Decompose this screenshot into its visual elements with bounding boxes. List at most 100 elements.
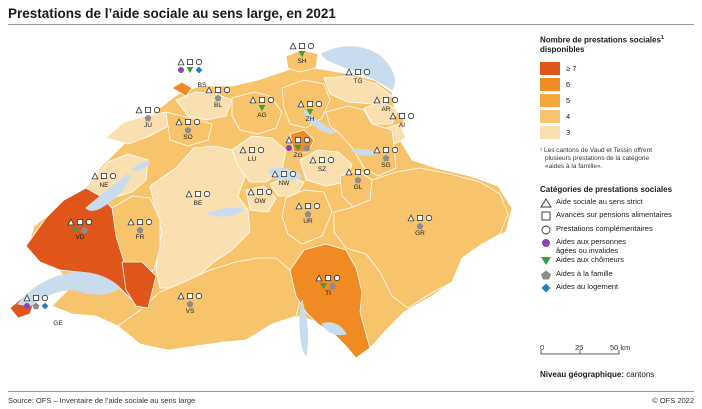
triangle-outline-icon	[91, 172, 99, 180]
count-swatches: ≥ 7 6 5 4 3	[540, 61, 698, 141]
canton-symbol-gr: GR	[407, 214, 433, 237]
grey-pentagon-icon	[541, 270, 551, 280]
source-note: Source: OFS – Inventaire de l’aide socia…	[8, 396, 196, 405]
canton-label-be: BE	[194, 200, 203, 207]
circle-outline-icon	[195, 292, 203, 300]
triangle-outline-icon	[289, 42, 297, 50]
canton-label-vs: VS	[186, 308, 195, 315]
canton-symbol-zh: ZH	[297, 100, 323, 123]
square-outline-icon	[416, 214, 423, 221]
circle-outline-icon	[193, 118, 201, 126]
circle-outline-icon	[327, 156, 335, 164]
square-outline-icon	[318, 156, 325, 163]
circle-outline-icon	[333, 274, 341, 282]
triangle-outline-icon	[271, 170, 279, 178]
square-outline-icon	[382, 146, 389, 153]
canton-label-zg: ZG	[293, 152, 302, 159]
cat-famille: Aides à la famille	[540, 269, 698, 283]
cat-aide-sociale: Aide sociale au sens strict	[540, 197, 698, 211]
canton-symbols: SH BS TG BL AG ZH JU AR AI SO ZG SG LU SZ NE GL NW OW BE UR…	[23, 42, 433, 327]
lake-maggiore	[299, 299, 309, 358]
categories-list: Aide sociale au sens strict Avances sur …	[540, 197, 698, 296]
purple-circle-icon	[178, 67, 184, 73]
square-outline-icon	[214, 87, 221, 94]
triangle-outline-icon	[175, 118, 183, 126]
square-outline-icon	[144, 107, 151, 114]
legend: Nombre de prestations sociales1 disponib…	[540, 34, 698, 296]
square-outline-icon	[33, 294, 40, 301]
triangle-outline-icon	[315, 274, 323, 282]
green-triangle-icon	[541, 257, 551, 266]
scale-tick-0: 0	[540, 343, 544, 352]
lakes	[17, 46, 395, 358]
canton-symbol-bs: BS	[177, 58, 207, 89]
circle-outline-icon	[145, 218, 153, 226]
swatch-row-6: 6	[540, 77, 698, 93]
grey-pentagon-icon	[304, 210, 312, 218]
grey-pentagon-icon	[144, 114, 152, 122]
grey-pentagon-icon	[303, 144, 311, 152]
count-legend-title: Nombre de prestations sociales1 disponib…	[540, 35, 664, 55]
square-outline-icon	[184, 119, 191, 126]
triangle-outline-icon	[389, 112, 397, 120]
grey-pentagon-icon	[416, 222, 424, 230]
circle-outline-icon	[265, 188, 273, 196]
green-triangle-icon	[298, 51, 306, 58]
canton-label-gr: GR	[415, 230, 425, 237]
grey-pentagon-icon	[354, 176, 362, 184]
canton-sh	[285, 49, 319, 73]
grey-pentagon-icon	[32, 302, 40, 310]
canton-label-ne: NE	[99, 182, 109, 189]
canton-gr	[333, 167, 509, 309]
lake-thun	[206, 207, 246, 217]
bottom-rule	[8, 391, 694, 392]
triangle-outline-icon	[67, 218, 75, 226]
circle-outline-icon	[195, 58, 203, 66]
canton-label-nw: NW	[279, 180, 291, 187]
circle-outline-icon	[425, 214, 433, 222]
blue-diamond-icon	[41, 302, 49, 310]
canton-symbol-gl: GL	[345, 168, 371, 191]
canton-symbol-bl: BL	[205, 86, 231, 109]
canton-symbol-ju: JU	[135, 106, 161, 129]
square-outline-icon	[294, 136, 301, 143]
square-outline-icon	[324, 274, 331, 281]
canton-symbol-ai: AI	[389, 112, 415, 129]
green-triangle-icon	[186, 67, 194, 74]
square-outline-icon	[248, 146, 255, 153]
square-outline-icon	[77, 218, 84, 225]
canton-label-ai: AI	[399, 122, 405, 129]
canton-symbol-sh: SH	[289, 42, 315, 65]
canton-label-sg: SG	[381, 162, 390, 169]
canton-label-ow: OW	[254, 198, 266, 205]
square-outline-icon	[304, 202, 311, 209]
circle-outline-icon	[109, 172, 117, 180]
circle-outline-icon	[363, 68, 371, 76]
square-outline-icon	[298, 43, 305, 50]
canton-symbol-be: BE	[185, 190, 211, 207]
triangle-outline-icon	[345, 168, 353, 176]
canton-symbol-vd: VD	[67, 218, 93, 241]
cat-logement: Aides au logement	[540, 283, 698, 296]
canton-label-tg: TG	[353, 78, 362, 85]
canton-symbol-tg: TG	[345, 68, 371, 85]
square-outline-icon	[398, 113, 405, 120]
square-outline-icon	[306, 101, 313, 108]
circle-outline-icon	[363, 168, 371, 176]
triangle-outline-icon	[177, 292, 185, 300]
canton-label-fr: FR	[136, 234, 145, 241]
square-outline-icon	[256, 188, 263, 195]
canton-symbol-sg: SG	[373, 146, 399, 169]
canton-label-zh: ZH	[306, 116, 315, 123]
green-triangle-icon	[294, 145, 302, 152]
circle-outline-icon	[153, 106, 161, 114]
square-outline-icon	[541, 211, 551, 221]
canton-vd-plateau	[121, 261, 157, 309]
circle-outline-icon	[303, 136, 311, 144]
triangle-outline-icon	[247, 188, 255, 196]
circle-outline-icon	[307, 42, 315, 50]
canton-symbol-ne: NE	[91, 172, 117, 189]
green-triangle-icon	[320, 283, 327, 290]
canton-label-lu: LU	[248, 156, 257, 163]
triangle-outline-icon	[373, 96, 381, 104]
